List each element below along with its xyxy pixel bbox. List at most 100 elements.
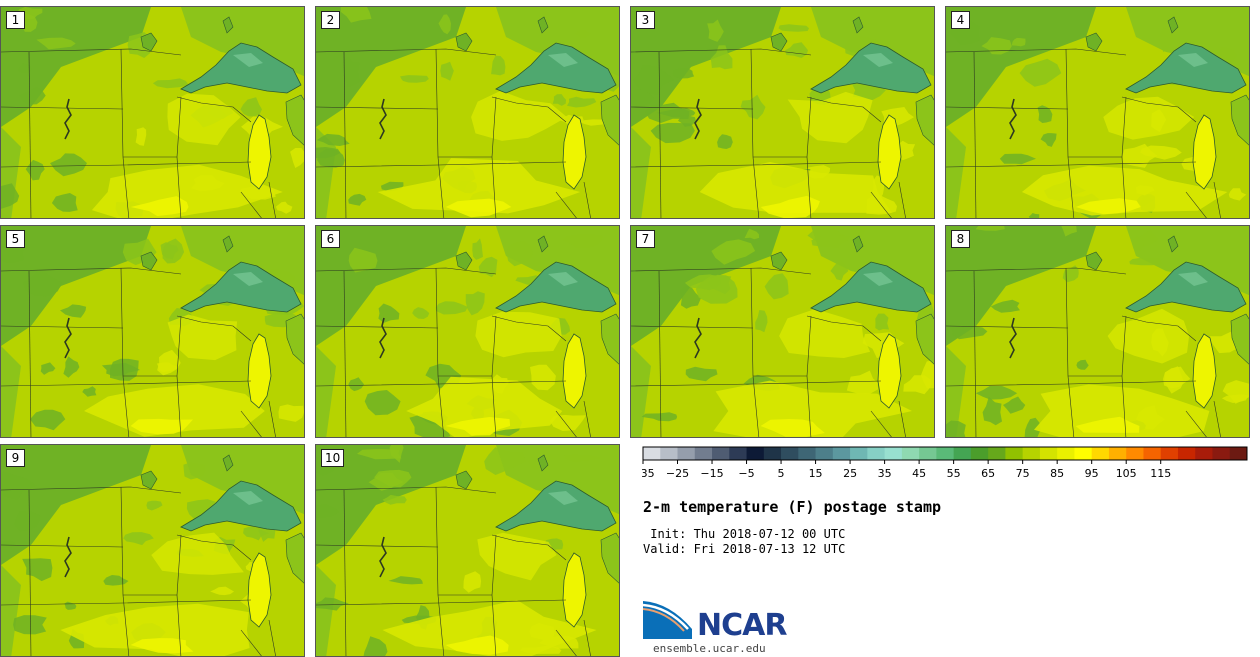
temperature-patch	[948, 325, 988, 340]
chart-title: 2-m temperature (F) postage stamp	[643, 498, 942, 516]
state-boundary	[28, 270, 32, 437]
hot-region	[760, 195, 820, 218]
colorbar-swatch	[1091, 447, 1110, 460]
cool-region	[946, 127, 966, 218]
state-boundary	[28, 51, 32, 218]
temperature-patch	[672, 68, 695, 79]
red-river	[694, 98, 702, 140]
temperature-patch	[1159, 27, 1175, 53]
temperature-patch	[63, 356, 80, 378]
warm-region	[1021, 165, 1228, 216]
temperature-patch	[465, 291, 485, 316]
temperature-patch	[348, 377, 365, 392]
temperature-patch	[710, 45, 733, 70]
lake-nipigon	[537, 454, 549, 472]
lake-of-the-woods	[455, 251, 473, 271]
colorbar-tick-label: 105	[1116, 467, 1137, 480]
state-boundary	[946, 106, 1069, 110]
temperature-patch	[1122, 143, 1158, 168]
stamp-panel-4: 4	[945, 6, 1250, 219]
state-boundary	[870, 410, 892, 437]
lake-huron	[600, 532, 619, 584]
temperature-map	[946, 226, 1249, 437]
temperature-map	[631, 7, 934, 218]
panel-number: 2	[321, 11, 340, 29]
state-boundary	[1, 544, 124, 548]
temperature-patch	[491, 55, 506, 76]
temperature-patch	[363, 636, 388, 656]
cool-region	[1, 565, 21, 656]
temperature-patch	[552, 94, 566, 106]
lake-michigan	[562, 552, 587, 628]
state-boundary	[491, 315, 567, 342]
colorbar-swatch	[1108, 447, 1127, 460]
temperature-patch	[13, 615, 47, 635]
state-boundary	[316, 106, 439, 110]
temperature-patch	[1221, 394, 1249, 403]
state-boundary	[316, 380, 567, 387]
state-boundary	[631, 325, 754, 329]
lake-of-the-woods	[140, 32, 158, 52]
lake-superior	[810, 42, 932, 94]
panel-number: 5	[6, 230, 25, 248]
temperature-patch	[243, 526, 269, 541]
temperature-patch	[101, 362, 140, 377]
colorbar-swatch	[988, 447, 1006, 460]
lake-of-the-woods	[770, 251, 788, 271]
lake-highlight	[233, 491, 263, 505]
valid-time: Valid: Fri 2018-07-13 12 UTC	[643, 542, 846, 556]
state-boundary	[1, 267, 182, 275]
temperature-patch	[1, 540, 17, 548]
temperature-map	[1, 226, 304, 437]
lake-huron	[1230, 313, 1249, 365]
state-boundary	[28, 489, 32, 656]
temperature-map	[1, 7, 304, 218]
temperature-patch	[1019, 58, 1062, 87]
temperature-patch	[544, 538, 564, 553]
temperature-patch	[1011, 37, 1026, 47]
warm-region	[1103, 96, 1195, 140]
colorbar-tick-label: 25	[843, 467, 857, 480]
colorbar-swatch	[746, 447, 765, 460]
state-boundary	[1, 106, 124, 110]
state-boundary	[1185, 191, 1207, 218]
temperature-patch	[764, 273, 789, 300]
colorbar-swatch	[901, 447, 920, 460]
colorbar-swatch	[712, 447, 730, 460]
colorbar-swatch	[1005, 447, 1024, 460]
temperature-patch	[999, 153, 1036, 165]
state-boundary	[176, 534, 252, 561]
temperature-patch	[290, 148, 304, 168]
temperature-patch	[18, 63, 32, 73]
colorbar-swatch	[1126, 447, 1144, 460]
temperature-map	[316, 445, 619, 656]
colorbar-swatch	[1074, 447, 1093, 460]
lake-of-the-woods	[455, 470, 473, 490]
state-boundary	[343, 270, 347, 437]
state-boundary	[898, 400, 906, 437]
temperature-patch	[633, 65, 675, 95]
lake-of-the-woods	[770, 32, 788, 52]
temperature-patch	[685, 366, 718, 382]
temperature-patch	[135, 127, 147, 146]
state-boundary	[658, 270, 662, 437]
state-boundary	[946, 325, 1069, 329]
warm-region	[84, 384, 265, 437]
colorbar-swatch	[850, 447, 868, 460]
colorbar-swatch	[1177, 447, 1196, 460]
lake-superior	[180, 261, 302, 313]
colorbar-swatch	[884, 447, 903, 460]
red-river	[1009, 98, 1017, 140]
lake-nipigon	[537, 235, 549, 253]
state-boundary	[240, 410, 262, 437]
colorbar-swatch	[660, 447, 678, 460]
lake-michigan	[247, 333, 272, 409]
temperature-patch	[1061, 226, 1077, 237]
lake-huron	[1230, 94, 1249, 146]
temperature-patch	[755, 310, 768, 333]
temperature-patch	[641, 412, 678, 422]
panel-number: 8	[951, 230, 970, 248]
temperature-patch	[1040, 133, 1057, 147]
state-boundary	[1185, 410, 1207, 437]
lake-huron	[285, 532, 304, 584]
